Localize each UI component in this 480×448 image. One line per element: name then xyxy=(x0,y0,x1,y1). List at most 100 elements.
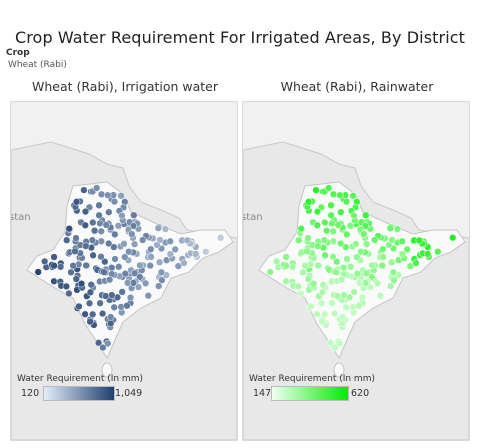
district-point[interactable] xyxy=(326,339,335,347)
district-point[interactable] xyxy=(34,268,42,276)
rainwater-map[interactable]: stan Water Requirement (In mm) 147 620 xyxy=(242,101,470,441)
district-point[interactable] xyxy=(313,310,321,318)
district-point[interactable] xyxy=(371,236,379,244)
district-point[interactable] xyxy=(338,276,346,284)
district-point[interactable] xyxy=(336,191,344,199)
district-point[interactable] xyxy=(389,268,398,276)
district-point[interactable] xyxy=(332,268,340,276)
district-point[interactable] xyxy=(329,253,337,261)
district-point[interactable] xyxy=(349,303,357,311)
district-point[interactable] xyxy=(107,313,115,321)
district-point[interactable] xyxy=(390,276,398,284)
irrigation-map[interactable]: stan Water Requirement (In mm) 120 1,049 xyxy=(10,101,238,441)
district-point[interactable] xyxy=(90,227,99,235)
district-point[interactable] xyxy=(96,219,104,228)
district-point[interactable] xyxy=(97,253,105,261)
district-point[interactable] xyxy=(106,276,114,284)
district-point[interactable] xyxy=(120,240,128,248)
district-point[interactable] xyxy=(329,190,338,198)
district-point[interactable] xyxy=(155,282,163,290)
district-point[interactable] xyxy=(340,291,348,299)
district-point[interactable] xyxy=(304,275,312,283)
district-point[interactable] xyxy=(339,319,347,328)
district-point[interactable] xyxy=(85,299,94,307)
district-point[interactable] xyxy=(353,253,361,261)
district-point[interactable] xyxy=(355,302,363,310)
district-point[interactable] xyxy=(331,343,339,352)
district-point[interactable] xyxy=(299,268,307,276)
district-point[interactable] xyxy=(183,236,191,245)
district-point[interactable] xyxy=(156,236,164,244)
district-point[interactable] xyxy=(86,318,94,326)
district-point[interactable] xyxy=(378,261,386,270)
district-point[interactable] xyxy=(80,186,88,194)
district-point[interactable] xyxy=(114,222,122,230)
district-point[interactable] xyxy=(81,310,89,318)
district-point[interactable] xyxy=(327,201,335,209)
district-point[interactable] xyxy=(104,191,112,199)
district-point[interactable] xyxy=(115,263,123,271)
district-point[interactable] xyxy=(77,280,86,288)
district-point[interactable] xyxy=(434,248,442,256)
district-point[interactable] xyxy=(325,184,333,192)
district-point[interactable] xyxy=(100,268,108,276)
district-point[interactable] xyxy=(101,292,110,300)
district-point[interactable] xyxy=(217,234,225,242)
district-point[interactable] xyxy=(321,251,329,259)
district-point[interactable] xyxy=(387,282,395,290)
district-point[interactable] xyxy=(121,270,129,278)
district-point[interactable] xyxy=(330,309,339,318)
district-point[interactable] xyxy=(88,236,97,244)
district-point[interactable] xyxy=(171,245,179,254)
district-point[interactable] xyxy=(50,277,58,285)
district-point[interactable] xyxy=(322,227,331,235)
district-points[interactable] xyxy=(266,184,457,352)
district-point[interactable] xyxy=(110,197,119,206)
district-point[interactable] xyxy=(75,302,83,311)
district-point[interactable] xyxy=(336,339,344,348)
district-point[interactable] xyxy=(379,253,387,261)
district-point[interactable] xyxy=(130,240,139,248)
district-point[interactable] xyxy=(368,261,376,270)
district-point[interactable] xyxy=(295,236,303,244)
district-point[interactable] xyxy=(412,259,420,267)
district-point[interactable] xyxy=(314,261,322,270)
district-point[interactable] xyxy=(366,283,375,291)
district-point[interactable] xyxy=(337,239,345,248)
district-point[interactable] xyxy=(166,237,174,245)
district-point[interactable] xyxy=(415,236,423,245)
district-point[interactable] xyxy=(155,258,164,266)
district-point[interactable] xyxy=(301,262,309,270)
district-point[interactable] xyxy=(347,263,355,271)
district-point[interactable] xyxy=(126,294,135,302)
district-point[interactable] xyxy=(130,269,139,277)
district-point[interactable] xyxy=(123,279,132,287)
district-point[interactable] xyxy=(50,262,58,270)
district-point[interactable] xyxy=(117,192,125,200)
district-point[interactable] xyxy=(312,186,320,194)
district-point[interactable] xyxy=(118,288,126,296)
district-point[interactable] xyxy=(111,230,119,239)
district-point[interactable] xyxy=(386,224,394,232)
district-point[interactable] xyxy=(333,292,342,300)
district-point[interactable] xyxy=(379,245,387,253)
district-point[interactable] xyxy=(388,236,396,244)
district-point[interactable] xyxy=(89,310,97,318)
district-point[interactable] xyxy=(93,184,101,192)
district-point[interactable] xyxy=(144,292,152,300)
district-point[interactable] xyxy=(123,302,131,310)
district-point[interactable] xyxy=(121,253,129,261)
district-point[interactable] xyxy=(81,221,89,229)
district-point[interactable] xyxy=(393,225,402,233)
district-point[interactable] xyxy=(406,262,414,270)
district-point[interactable] xyxy=(321,218,329,227)
district-point[interactable] xyxy=(320,236,329,244)
district-point[interactable] xyxy=(358,294,367,302)
district-point[interactable] xyxy=(318,318,326,326)
district-point[interactable] xyxy=(98,309,107,318)
district-point[interactable] xyxy=(361,222,370,230)
district-point[interactable] xyxy=(350,288,358,296)
district-point[interactable] xyxy=(158,276,166,284)
district-point[interactable] xyxy=(327,211,335,219)
district-point[interactable] xyxy=(69,262,77,270)
